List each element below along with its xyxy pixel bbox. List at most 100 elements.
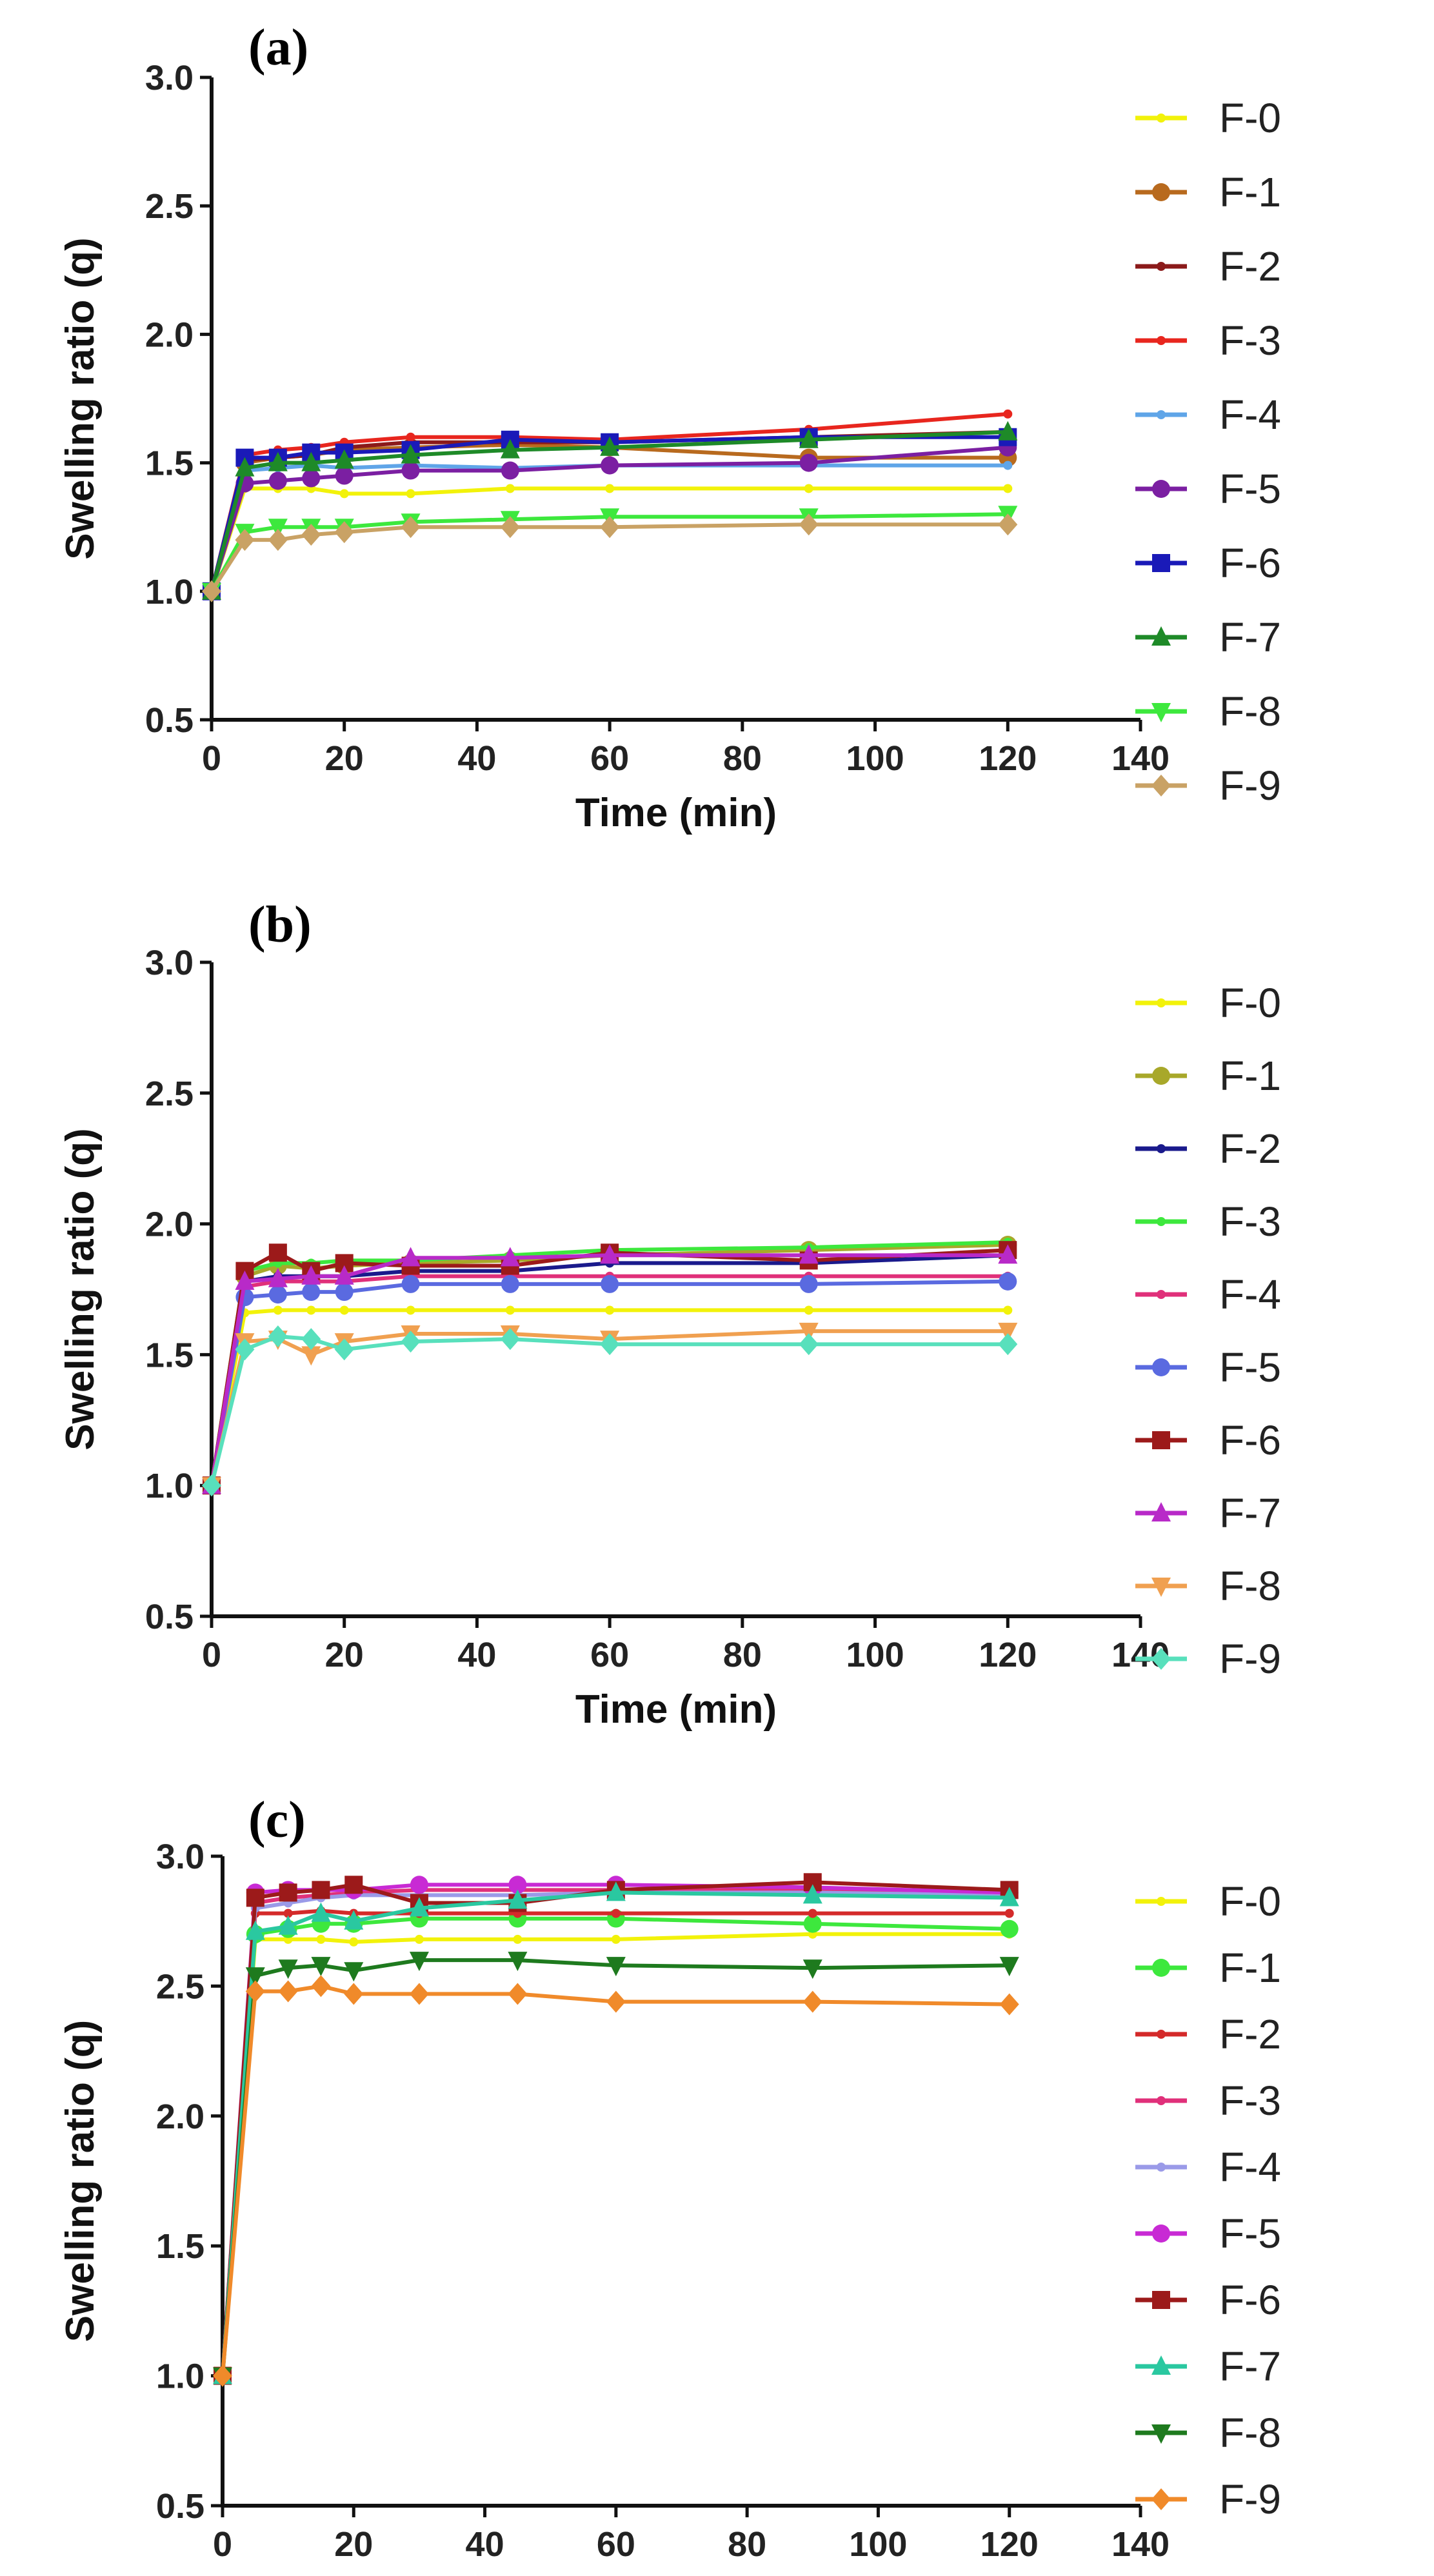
legend-label: F-9 — [1219, 1636, 1281, 1682]
data-point — [278, 1959, 298, 1979]
data-point — [344, 1910, 364, 1930]
data-point — [999, 1957, 1019, 1977]
data-point — [600, 436, 620, 456]
data-point — [611, 1934, 621, 1944]
y-tick-label: 2.0 — [145, 1205, 194, 1244]
data-point — [401, 461, 420, 480]
data-point — [600, 1333, 620, 1356]
y-tick-label: 2.5 — [156, 1967, 204, 2006]
data-point — [401, 444, 421, 464]
panel-label: (b) — [248, 897, 312, 953]
x-tick-label: 20 — [334, 2525, 373, 2564]
chart-panel-2: (b)0.51.01.52.02.53.00 20 40 60 80 100 120 140T… — [58, 897, 1281, 1732]
data-point — [600, 516, 620, 539]
legend-label: F-0 — [1219, 95, 1281, 141]
x-tick-label: 60 — [590, 739, 629, 778]
data-point — [339, 1305, 349, 1315]
data-point — [301, 1265, 321, 1285]
data-point — [349, 1937, 359, 1947]
legend-item: F-6 — [1135, 540, 1281, 586]
legend-label: F-9 — [1219, 2476, 1281, 2522]
legend-label: F-6 — [1219, 540, 1281, 586]
data-point — [401, 516, 421, 539]
data-point — [1004, 1908, 1014, 1918]
data-point — [268, 529, 288, 551]
legend-label: F-9 — [1219, 762, 1281, 809]
legend-label: F-8 — [1219, 2410, 1281, 2456]
legend-label: F-5 — [1219, 2210, 1281, 2257]
series-line — [210, 486, 1008, 592]
legend-marker — [1157, 2096, 1166, 2105]
legend-marker — [1151, 1502, 1171, 1521]
data-point — [268, 471, 287, 490]
chart-panel-1: (a) 0.5 1.0 1.5 2.0 2.5 3.0 0 20 40 60 80 100 120 140 T… — [58, 19, 1281, 835]
legend-label: F-3 — [1219, 1198, 1281, 1245]
data-point — [501, 1274, 519, 1293]
x-tick-label: 40 — [466, 2525, 504, 2564]
data-point — [273, 1305, 283, 1315]
y-tick-label: 3.0 — [145, 59, 194, 97]
legend-item: F-1 — [1135, 1053, 1281, 1099]
data-point — [268, 519, 288, 539]
data-point — [500, 439, 520, 459]
y-tick-label: 3.0 — [156, 1838, 204, 1876]
series-line — [210, 1308, 1008, 1486]
data-point — [998, 513, 1018, 536]
data-point — [279, 1883, 297, 1902]
data-point — [999, 1993, 1019, 2016]
panel-label: (c) — [248, 1792, 306, 1848]
data-point — [505, 1305, 515, 1315]
legend-label: F-7 — [1219, 614, 1281, 660]
x-tick-label: 140 — [1111, 739, 1170, 778]
data-point — [601, 456, 619, 475]
legend-marker — [1157, 2163, 1166, 2172]
data-point — [410, 1876, 428, 1894]
data-point — [409, 1897, 429, 1917]
data-point — [600, 1244, 620, 1264]
data-point — [998, 1244, 1018, 1264]
series-F-4 — [207, 1271, 1013, 1491]
data-point — [311, 1957, 331, 1977]
series-line — [221, 1880, 1010, 2376]
legend-marker — [1157, 2030, 1166, 2039]
series-F-9 — [202, 513, 1018, 602]
data-point — [802, 1884, 822, 1904]
data-point — [508, 1876, 527, 1894]
legend-label: F-5 — [1219, 1344, 1281, 1391]
data-point — [334, 1338, 354, 1361]
legend-marker — [1151, 1578, 1171, 1597]
y-tick-label: 1.5 — [156, 2227, 204, 2266]
x-tick-label: 0 — [202, 1636, 221, 1674]
legend-item: F-0 — [1135, 95, 1281, 141]
x-tick-label: 60 — [590, 1636, 629, 1674]
y-tick-label: 0.5 — [145, 1598, 194, 1636]
legend-label: F-1 — [1219, 169, 1281, 215]
legend-item: F-1 — [1135, 1945, 1281, 1991]
data-point — [268, 451, 288, 471]
data-point — [268, 1243, 287, 1262]
legend-item: F-1 — [1135, 169, 1281, 215]
x-tick-label: 0 — [213, 2525, 232, 2564]
data-point — [235, 1338, 255, 1361]
legend: F-0 F-1 F-2 F-3 F-4 F-5 F-6 F-7 F-8 F-9 — [1135, 980, 1281, 1682]
data-point — [245, 1920, 265, 1940]
x-tick-label: 20 — [325, 1636, 364, 1674]
legend-label: F-0 — [1219, 980, 1281, 1026]
series-line — [210, 430, 1008, 592]
legend-label: F-8 — [1219, 1563, 1281, 1609]
data-point — [301, 1346, 321, 1366]
data-point — [401, 1331, 421, 1353]
x-tick-label: 100 — [846, 1636, 904, 1674]
legend-item: F-5 — [1135, 1344, 1281, 1391]
legend-label: F-5 — [1219, 466, 1281, 512]
legend-item: F-8 — [1135, 1563, 1281, 1609]
data-point — [1003, 484, 1013, 493]
x-tick-label: 80 — [728, 2525, 766, 2564]
data-point — [505, 484, 515, 493]
data-point — [500, 1247, 520, 1267]
legend-label: F-8 — [1219, 688, 1281, 735]
data-point — [213, 2364, 232, 2387]
data-point — [409, 1952, 429, 1972]
legend-label: F-1 — [1219, 1053, 1281, 1099]
data-point — [268, 1325, 288, 1348]
